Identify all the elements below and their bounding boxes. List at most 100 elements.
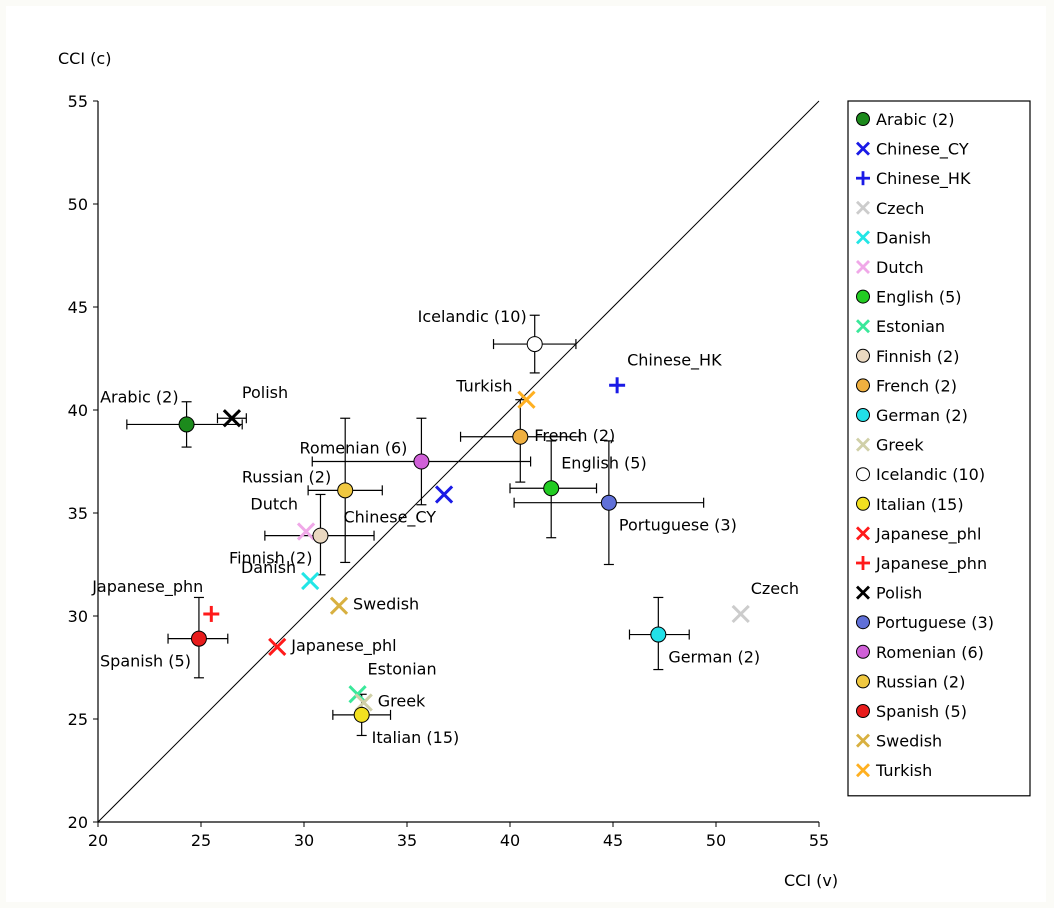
scatter-chart: CCI (c) CCI (v) 20 25 30 35 40 45 50 55 20 25 30 35…: [58, 49, 1031, 890]
legend-marker-russian-2: [856, 674, 870, 689]
legend-label-portuguese-3: Portuguese (3): [876, 613, 994, 632]
legend-label-romenian-6: Romenian (6): [876, 643, 984, 662]
legend-marker-arabic-2: [856, 112, 870, 126]
y-tick-label: 30: [68, 607, 88, 626]
point-polish: [222, 409, 242, 428]
legend-marker-polish: [856, 585, 870, 600]
point-label-italian-15: Italian (15): [372, 728, 460, 747]
point-chinese-cy: [434, 485, 454, 504]
legend-marker-japanese-phl: [856, 526, 870, 541]
legend-label-chinese-hk: Chinese_HK: [876, 169, 971, 189]
legend-label-english-5: English (5): [876, 288, 962, 307]
point-label-chinese-hk: Chinese_HK: [627, 350, 722, 370]
point-arabic-2: [178, 416, 195, 433]
legend-marker-italian-15: [856, 496, 870, 511]
legend-label-russian-2: Russian (2): [876, 672, 965, 691]
point-label-portuguese-3: Portuguese (3): [619, 516, 737, 535]
legend-label-spanish-5: Spanish (5): [876, 702, 967, 721]
point-russian-2: [337, 482, 354, 499]
point-chinese-hk: [609, 377, 626, 394]
legend-label-chinese-cy: Chinese_CY: [876, 140, 969, 160]
point-japanese-phl: [268, 637, 287, 657]
x-tick-label: 35: [397, 831, 417, 850]
point-icelandic-10: [526, 336, 543, 353]
point-label-arabic-2: Arabic (2): [100, 387, 178, 406]
point-label-russian-2: Russian (2): [242, 467, 331, 486]
legend-label-japanese-phn: Japanese_phn: [875, 554, 987, 574]
point-label-icelandic-10: Icelandic (10): [418, 307, 527, 326]
point-label-danish: Danish: [241, 558, 296, 577]
point-spanish-5: [190, 630, 207, 647]
legend-label-italian-15: Italian (15): [876, 495, 964, 514]
point-label-romenian-6: Romenian (6): [300, 439, 408, 458]
legend-marker-english-5: [856, 289, 870, 304]
legend-marker-japanese-phn: [856, 556, 870, 570]
point-romenian-6: [413, 453, 430, 470]
point-turkish: [517, 390, 536, 409]
point-label-swedish: Swedish: [353, 595, 419, 614]
point-label-polish: Polish: [242, 383, 288, 402]
x-axis-label: CCI (v): [784, 871, 838, 890]
legend-marker-swedish: [856, 733, 870, 748]
y-tick-label: 50: [68, 195, 88, 214]
legend-marker-greek: [856, 437, 870, 452]
legend-marker-icelandic-10: [856, 467, 870, 482]
legend-label-dutch: Dutch: [876, 258, 924, 277]
x-tick-label: 30: [294, 831, 314, 850]
y-tick-label: 25: [68, 710, 88, 729]
legend-marker-czech: [856, 200, 870, 215]
legend-label-polish: Polish: [876, 584, 922, 603]
point-italian-15: [353, 706, 370, 723]
point-label-chinese-cy: Chinese_CY: [343, 507, 436, 527]
x-tick-label: 45: [603, 831, 623, 850]
legend-label-german-2: German (2): [876, 406, 968, 425]
x-tick-label: 25: [191, 831, 211, 850]
legend-marker-danish: [856, 230, 870, 245]
point-finnish-2: [312, 527, 329, 544]
legend-marker-finnish-2: [856, 348, 870, 363]
point-french-2: [512, 428, 529, 445]
legend-marker-estonian: [856, 319, 870, 334]
x-tick-label: 50: [706, 831, 726, 850]
data-marks: Arabic (2) Chinese_CY Chinese_HK Czech Danis…: [91, 307, 799, 747]
legend-label-turkish: Turkish: [875, 761, 932, 780]
legend-marker-chinese-hk: [856, 171, 870, 186]
legend-label-french-2: French (2): [876, 376, 957, 395]
legend-marker-chinese-cy: [856, 141, 870, 156]
legend-label-japanese-phl: Japanese_phl: [875, 524, 981, 544]
legend-label-estonian: Estonian: [876, 317, 945, 336]
legend-label-arabic-2: Arabic (2): [876, 110, 954, 129]
y-tick-label: 20: [68, 813, 88, 832]
point-label-dutch: Dutch: [250, 495, 298, 514]
point-english-5: [543, 480, 560, 497]
legend-label-czech: Czech: [876, 199, 924, 218]
point-label-japanese-phn: Japanese_phn: [91, 577, 203, 597]
point-german-2: [650, 626, 667, 643]
y-tick-label: 55: [68, 92, 88, 111]
y-tick-label: 35: [68, 504, 88, 523]
x-tick-label: 55: [809, 831, 829, 850]
legend-marker-french-2: [856, 378, 870, 393]
x-tick-label: 40: [500, 831, 520, 850]
point-label-english-5: English (5): [561, 453, 647, 472]
point-label-estonian: Estonian: [368, 659, 437, 678]
point-portuguese-3: [600, 494, 617, 511]
x-tick-label: 20: [88, 831, 108, 850]
point-label-finnish-2: Finnish (2): [229, 549, 312, 568]
point-danish: [301, 571, 320, 591]
legend-label-greek: Greek: [876, 436, 924, 455]
point-japanese-phn: [203, 605, 220, 622]
point-label-german-2: German (2): [668, 648, 760, 667]
point-label-french-2: French (2): [534, 426, 615, 445]
legend-marker-portuguese-3: [856, 615, 870, 630]
legend-marker-spanish-5: [856, 704, 870, 718]
point-label-japanese-phl: Japanese_phl: [290, 636, 396, 656]
y-axis-label: CCI (c): [58, 49, 111, 68]
legend-marker-romenian-6: [856, 644, 870, 659]
point-swedish: [329, 596, 349, 615]
legend-label-icelandic-10: Icelandic (10): [876, 465, 985, 484]
point-label-spanish-5: Spanish (5): [100, 652, 191, 671]
y-tick-label: 40: [68, 401, 88, 420]
legend-label-danish: Danish: [876, 228, 931, 247]
point-greek: [354, 693, 373, 712]
